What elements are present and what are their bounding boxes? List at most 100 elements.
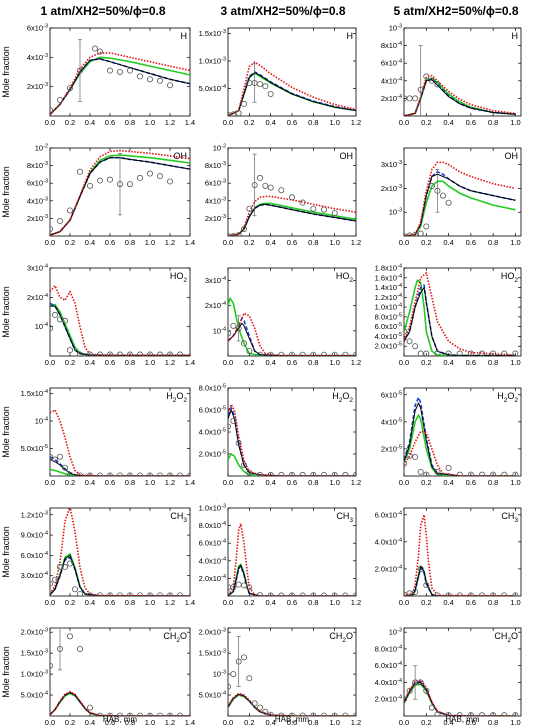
x-tick-label: 1.4 [185, 598, 195, 607]
x-tick-label: 0.4 [265, 478, 275, 487]
x-tick-label: 0.0 [45, 358, 55, 367]
data-point [157, 351, 163, 356]
data-point [67, 85, 74, 92]
x-tick-label: 0.8 [488, 238, 498, 247]
data-point [50, 662, 53, 669]
data-point [77, 472, 83, 476]
y-tick-label: 4.0x10-5 [199, 428, 226, 437]
x-tick-label: 0.6 [466, 118, 476, 127]
y-tick-label: 10-2 [35, 144, 48, 153]
data-point [77, 67, 84, 74]
data-point [67, 207, 74, 214]
species-label: CH2O [494, 631, 518, 644]
series-line-black [228, 564, 356, 596]
data-point [299, 199, 306, 206]
y-tick-label: 8x10-3 [205, 161, 226, 170]
y-tick-label: 2.0x10-4 [199, 574, 226, 583]
x-tick-label: 0.0 [399, 118, 409, 127]
column-title-1: 1 atm/XH2=50%/ϕ=0.8 [40, 4, 165, 18]
x-tick-label: 0.8 [308, 358, 318, 367]
data-point [512, 471, 519, 476]
x-tick-label: 1.4 [185, 358, 195, 367]
data-point [456, 471, 463, 476]
x-tick-label: 0.6 [105, 718, 115, 727]
data-point [117, 351, 123, 356]
data-point [406, 452, 413, 459]
plot-frame [49, 267, 191, 357]
x-tick-label: 1.0 [510, 718, 520, 727]
x-tick-label: 0.0 [45, 238, 55, 247]
data-point [177, 472, 183, 476]
data-point [127, 67, 134, 74]
y-tick-label: 4.0x10-4 [375, 537, 402, 546]
data-point [412, 231, 419, 236]
data-point [147, 472, 153, 476]
y-tick-label: 2x10-3 [381, 184, 402, 193]
y-tick-label: 2.0x10-4 [375, 564, 402, 573]
panel-11: 0.0 0.2 0.4 0.6 0.8 1.0 1.2 2.0x10-5 4.0x10-5 6.0… [199, 384, 362, 488]
series-line-red [404, 161, 516, 236]
data-point [439, 192, 446, 199]
data-point [445, 199, 452, 206]
y-tick-label: 5.0x10-4 [199, 84, 226, 93]
y-tick-label: 4x10-3 [27, 53, 48, 62]
data-point [479, 592, 485, 596]
panel-15: 0.0 0.2 0.4 0.6 0.8 1.0 2.0x10-4 4.0x10-4 6.0x10… [375, 507, 522, 607]
y-tick-label: 5.0x10-4 [21, 691, 48, 700]
data-point [262, 83, 269, 90]
data-point [406, 687, 413, 694]
data-point [428, 183, 435, 190]
data-point [331, 351, 338, 356]
x-axis-label: HAB, mm [275, 715, 310, 724]
data-point [127, 592, 133, 596]
data-point [72, 586, 79, 593]
data-point [127, 712, 133, 716]
data-point [97, 592, 103, 596]
data-point [147, 592, 153, 596]
data-point [256, 174, 263, 181]
x-tick-label: 0.6 [466, 238, 476, 247]
panel-14: 0.0 0.2 0.4 0.6 0.8 1.0 1.2 2.0x10-4 4.0x10-4 6.0… [199, 504, 362, 608]
data-point [57, 645, 64, 652]
data-point [445, 592, 452, 596]
data-point [57, 453, 64, 460]
data-point [240, 654, 247, 661]
data-point [321, 471, 327, 476]
x-tick-label: 0.0 [399, 238, 409, 247]
y-axis-label: Mole fraction [1, 406, 11, 458]
data-point [107, 472, 113, 476]
y-tick-label: 1.2x10-4 [375, 293, 402, 302]
data-point [423, 73, 430, 80]
y-tick-label: 2x10-4 [27, 293, 48, 302]
plot-frame [49, 507, 191, 597]
x-tick-label: 0.6 [105, 478, 115, 487]
panel-17: 0.0 0.2 0.4 0.6 0.8 1.0 1.2 5.0x10-4 10-3 1.5x10-… [199, 627, 361, 727]
data-point [299, 712, 306, 716]
data-point [251, 700, 258, 707]
data-point [262, 708, 269, 715]
data-point [310, 471, 317, 476]
x-tick-label: 0.6 [466, 478, 476, 487]
data-point [412, 588, 419, 595]
data-point [417, 86, 424, 93]
data-point [246, 205, 253, 212]
y-tick-label: 4x10-3 [27, 196, 48, 205]
x-tick-label: 1.2 [165, 238, 175, 247]
x-tick-label: 0.4 [85, 718, 95, 727]
x-tick-label: 0.8 [308, 598, 318, 607]
data-point [228, 683, 231, 690]
series-line-red [404, 272, 516, 356]
data-point [97, 472, 103, 476]
data-point [412, 343, 419, 350]
data-point [235, 232, 242, 236]
x-tick-label: 0.4 [443, 358, 453, 367]
panels: 0.0 0.2 0.4 0.6 0.8 1.0 1.2 1.4 2x10-3 4x10-3 6x10… [21, 24, 522, 727]
x-tick-label: 0.0 [223, 478, 233, 487]
series-line-black [50, 692, 190, 716]
data-point [257, 471, 263, 476]
data-point [353, 471, 356, 476]
y-tick-label: 2x10-3 [205, 214, 226, 223]
data-point [240, 225, 247, 232]
data-point [137, 472, 143, 476]
series-line-black [404, 565, 516, 596]
